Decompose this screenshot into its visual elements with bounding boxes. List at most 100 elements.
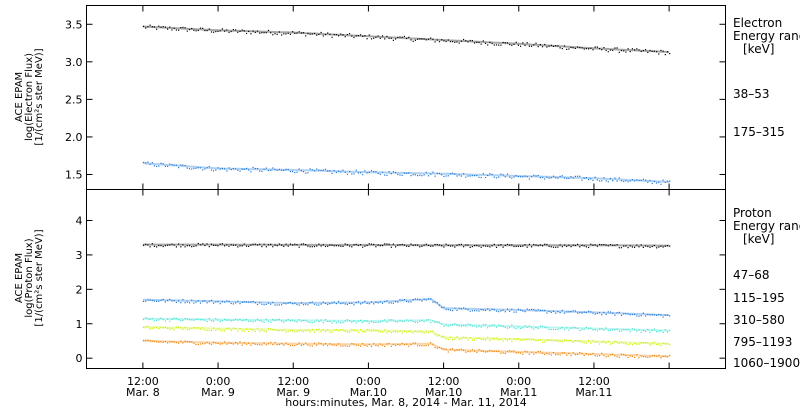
data-point	[254, 167, 256, 170]
data-point	[316, 245, 318, 247]
data-point	[410, 319, 412, 321]
data-point	[283, 245, 285, 247]
data-point	[443, 246, 445, 248]
data-point	[441, 306, 443, 308]
data-point	[276, 344, 278, 346]
data-point	[224, 168, 226, 170]
data-point	[513, 338, 515, 340]
data-point	[355, 35, 357, 37]
data-point	[158, 300, 160, 302]
data-point	[322, 322, 324, 324]
data-point	[305, 172, 307, 174]
x-tick-date-label: Mar.10	[350, 386, 387, 399]
data-point	[645, 342, 647, 344]
data-point	[182, 164, 184, 166]
data-point	[197, 327, 199, 329]
data-point	[436, 335, 438, 337]
data-point	[522, 42, 524, 44]
data-point	[202, 300, 204, 302]
data-point	[230, 30, 232, 33]
x-tick-label: 0:00	[206, 375, 231, 388]
data-point	[572, 352, 574, 354]
data-point	[513, 327, 515, 329]
data-point	[226, 244, 228, 246]
data-point	[550, 246, 552, 248]
data-point	[241, 245, 243, 247]
data-point	[167, 28, 169, 30]
data-point	[647, 181, 649, 183]
data-point	[377, 172, 379, 175]
data-point	[535, 175, 537, 177]
data-point	[186, 30, 188, 32]
data-point	[349, 302, 351, 304]
data-point	[434, 301, 436, 303]
data-point	[208, 166, 210, 168]
data-point	[651, 329, 653, 331]
data-point	[399, 36, 401, 38]
data-point	[184, 27, 186, 29]
data-point	[355, 322, 357, 324]
data-point	[662, 355, 664, 357]
data-point	[381, 171, 384, 173]
data-point	[645, 330, 647, 333]
data-point	[463, 307, 465, 309]
data-point	[164, 301, 166, 303]
data-point	[629, 51, 631, 53]
data-point	[410, 344, 412, 346]
data-point	[498, 176, 500, 178]
data-point	[217, 30, 219, 32]
data-point	[605, 356, 607, 358]
data-point	[381, 320, 384, 322]
data-point	[248, 342, 250, 344]
data-point	[445, 309, 447, 311]
data-point	[566, 354, 568, 356]
data-point	[259, 302, 261, 304]
data-point	[355, 301, 357, 304]
data-point	[583, 311, 585, 313]
data-point	[605, 244, 607, 246]
data-point	[638, 343, 640, 345]
data-point	[285, 168, 287, 171]
data-point	[206, 320, 208, 323]
data-point	[182, 299, 184, 301]
data-point	[175, 29, 177, 31]
data-point	[414, 39, 416, 41]
data-point	[662, 50, 664, 52]
data-point	[224, 330, 226, 332]
data-point	[623, 353, 625, 355]
data-point	[307, 329, 309, 331]
data-point	[414, 244, 416, 246]
data-point	[351, 35, 353, 37]
data-point	[423, 244, 425, 246]
data-point	[401, 243, 403, 245]
data-point	[662, 179, 664, 181]
data-point	[281, 320, 283, 322]
data-point	[561, 175, 563, 177]
data-point	[215, 244, 217, 246]
data-point	[395, 38, 397, 40]
data-point	[298, 304, 300, 306]
data-point	[180, 302, 182, 304]
data-point	[423, 345, 425, 347]
data-point	[351, 302, 353, 304]
data-point	[487, 174, 489, 177]
data-point	[237, 169, 239, 171]
data-point	[254, 31, 256, 33]
data-point	[520, 176, 522, 178]
data-point	[353, 343, 355, 345]
data-point	[570, 327, 572, 329]
data-point	[441, 174, 443, 176]
data-point	[557, 246, 559, 248]
data-point	[454, 323, 456, 325]
data-point	[149, 318, 151, 321]
data-point	[270, 169, 272, 171]
data-point	[342, 322, 344, 324]
data-point	[421, 245, 423, 247]
data-point	[482, 40, 484, 42]
data-point	[300, 32, 302, 34]
data-point	[557, 177, 559, 179]
data-point	[515, 175, 517, 177]
data-point	[261, 321, 263, 323]
data-point	[427, 298, 430, 300]
data-point	[248, 30, 250, 32]
